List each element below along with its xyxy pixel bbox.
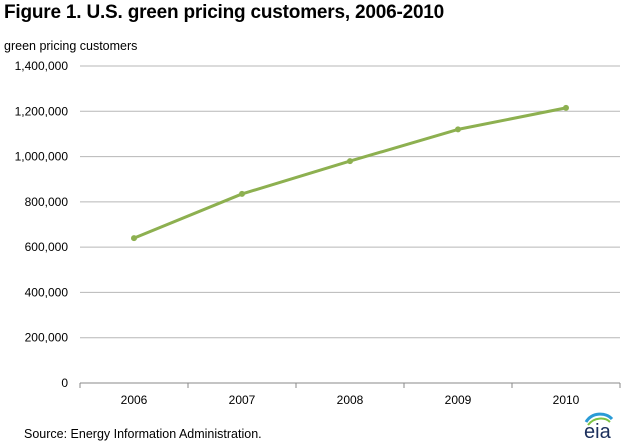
y-tick-label: 800,000: [25, 195, 69, 209]
x-tick-label: 2008: [337, 393, 364, 407]
y-tick-label: 600,000: [25, 240, 69, 254]
eia-logo-arc: [584, 412, 614, 423]
y-tick-label: 400,000: [25, 285, 69, 299]
chart-title: Figure 1. U.S. green pricing customers, …: [4, 2, 445, 23]
y-tick-label: 1,000,000: [15, 150, 69, 164]
x-tick-label: 2010: [553, 393, 580, 407]
y-axis-label: green pricing customers: [4, 39, 138, 53]
source-note: Source: Energy Information Administratio…: [24, 427, 262, 441]
data-point: [563, 104, 569, 111]
data-point: [347, 158, 353, 165]
data-point: [131, 235, 137, 242]
x-tick-label: 2007: [229, 393, 256, 407]
data-point: [455, 126, 461, 133]
eia-logo-arc-2: [587, 417, 611, 426]
y-tick-label: 1,400,000: [15, 59, 69, 73]
x-tick-label: 2009: [445, 393, 472, 407]
y-tick-label: 0: [61, 376, 68, 390]
y-tick-label: 1,200,000: [15, 104, 69, 118]
x-tick-label: 2006: [121, 393, 148, 407]
eia-logo: eia: [584, 412, 614, 440]
data-point: [239, 190, 245, 197]
eia-logo-text: eia: [584, 421, 612, 440]
series-line: [133, 106, 567, 240]
y-tick-label: 200,000: [25, 331, 69, 345]
